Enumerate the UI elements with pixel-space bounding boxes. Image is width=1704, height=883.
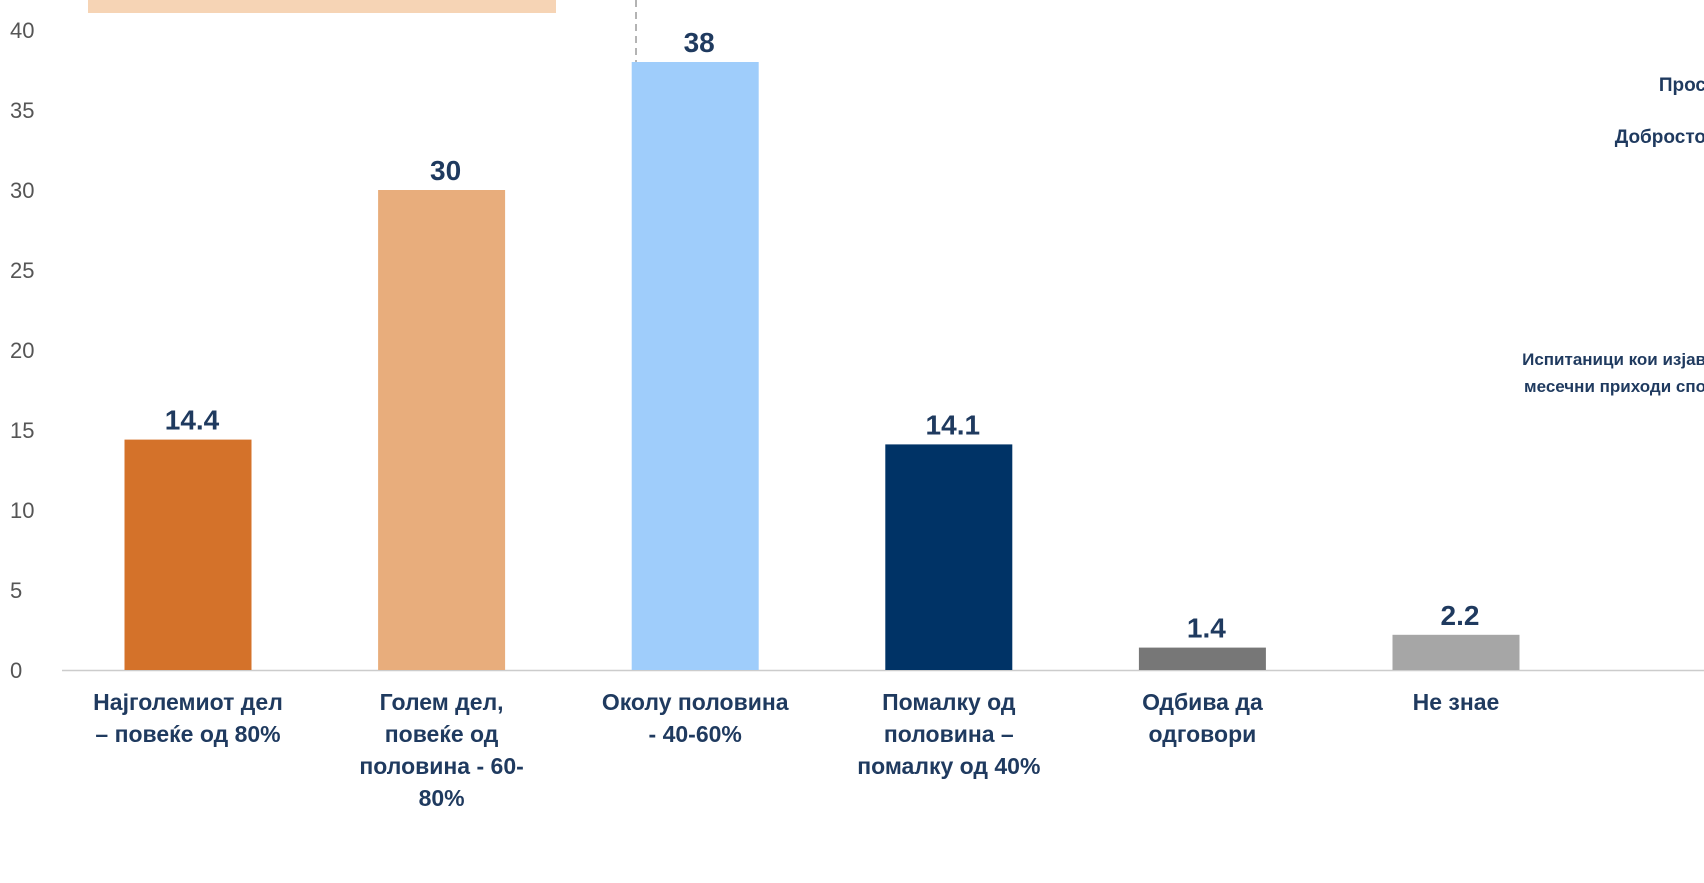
side-text-line-1: Прос bbox=[1658, 75, 1704, 96]
category-label: Не знае bbox=[1413, 689, 1500, 715]
peach-highlight-box bbox=[88, 0, 556, 13]
side-note-line-2: месечни приходи спо bbox=[1524, 377, 1704, 396]
category-label: - 40-60% bbox=[649, 721, 742, 747]
bar bbox=[885, 444, 1013, 670]
bar-value-label: 1.4 bbox=[1187, 613, 1226, 644]
bar-value-label: 30 bbox=[430, 155, 461, 186]
y-tick-label: 30 bbox=[10, 178, 34, 203]
category-label: 80% bbox=[419, 785, 465, 811]
category-label: Помалку од bbox=[882, 689, 1016, 715]
side-note-line-1: Испитаници кои изјав bbox=[1522, 350, 1704, 369]
category-label: половина – bbox=[884, 721, 1014, 747]
y-tick-label: 35 bbox=[10, 98, 34, 123]
y-tick-label: 10 bbox=[10, 498, 34, 523]
bar bbox=[378, 190, 506, 670]
bar bbox=[124, 439, 252, 670]
y-tick-label: 0 bbox=[10, 658, 22, 683]
category-label: помалку од 40% bbox=[857, 753, 1040, 779]
category-labels-group: Најголемиот дел – повеќе од 80% Голем дел,… bbox=[93, 689, 1499, 811]
y-tick-label: 25 bbox=[10, 258, 34, 283]
category-label: Најголемиот дел bbox=[93, 689, 283, 715]
category-label: – повеќе од 80% bbox=[95, 721, 280, 747]
bar bbox=[1138, 647, 1266, 670]
y-axis-ticks: 0 5 10 15 20 25 30 35 40 bbox=[10, 18, 34, 683]
category-label: половина - 60- bbox=[359, 753, 523, 779]
y-tick-label: 40 bbox=[10, 18, 34, 43]
bars-group bbox=[124, 62, 1520, 670]
category-label: повеќе од bbox=[385, 721, 499, 747]
category-label: одговори bbox=[1149, 721, 1257, 747]
bar bbox=[1392, 634, 1520, 670]
y-tick-label: 15 bbox=[10, 418, 34, 443]
side-text-line-2: Добросто bbox=[1614, 127, 1704, 148]
bar-value-label: 14.1 bbox=[926, 409, 981, 440]
bar-value-label: 2.2 bbox=[1441, 600, 1480, 631]
y-tick-label: 5 bbox=[10, 578, 22, 603]
bar-value-label: 14.4 bbox=[165, 405, 220, 436]
bar-value-label: 38 bbox=[684, 27, 715, 58]
bar bbox=[631, 62, 759, 670]
category-label: Голем дел, bbox=[380, 689, 504, 715]
y-tick-label: 20 bbox=[10, 338, 34, 363]
value-labels-group: 14.4 30 38 14.1 1.4 2.2 bbox=[165, 27, 1480, 644]
category-label: Одбива да bbox=[1142, 689, 1263, 715]
category-label: Околу половина bbox=[602, 689, 789, 715]
